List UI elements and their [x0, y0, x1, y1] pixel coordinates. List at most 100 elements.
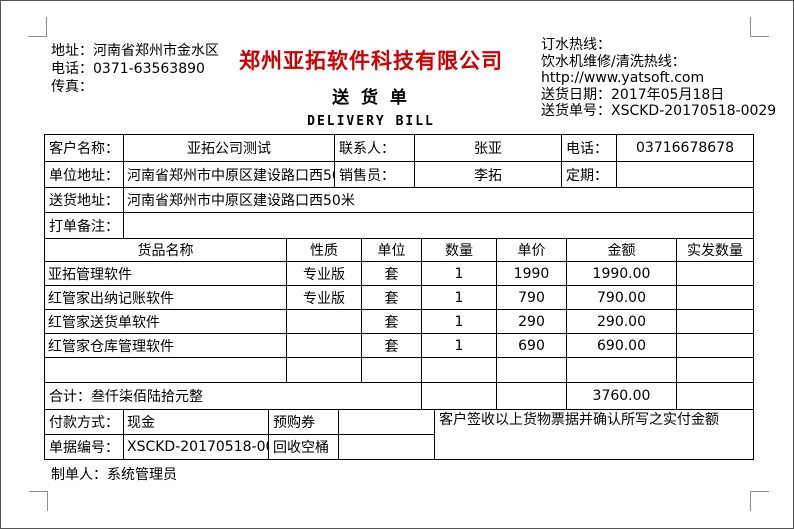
customer-sign-note: 客户签收以上货物票据并确认所写之实付金额	[434, 409, 754, 460]
bill-maker-label: 制单人：	[51, 467, 107, 483]
product-unit: 套	[361, 333, 422, 358]
delivery-addr-label: 送货地址：	[44, 187, 124, 213]
supplier-fax-line: 传真：	[51, 78, 219, 96]
product-actual	[676, 309, 754, 334]
product-spec	[286, 357, 362, 383]
product-spec	[286, 309, 362, 334]
schedule-label: 定期：	[561, 161, 617, 188]
product-amount: 690.00	[566, 333, 677, 358]
product-name: 亚拓管理软件	[44, 261, 287, 286]
table-row: 红管家出纳记账软件 专业版 套 1 790 790.00	[44, 285, 754, 310]
company-addr-value: 河南省郑州市中原区建设路口西50米	[123, 161, 335, 188]
coupon-value	[338, 409, 435, 435]
table-row-empty	[44, 357, 754, 383]
product-price: 690	[496, 333, 567, 358]
bill-tables: 客户名称： 亚拓公司测试 联系人： 张亚 电话： 03716678678 单位地…	[44, 134, 754, 460]
table-row: 红管家送货单软件 套 1 290 290.00	[44, 309, 754, 334]
payment-method-label: 付款方式：	[44, 409, 124, 435]
delivery-addr-value: 河南省郑州市中原区建设路口西50米	[123, 187, 754, 213]
product-qty: 1	[421, 261, 497, 286]
bucket-return-label: 回收空桶	[268, 434, 339, 460]
total-amount: 3760.00	[566, 382, 677, 410]
supplier-phone-value: 0371-63563890	[93, 61, 205, 77]
col-header-spec: 性质	[286, 238, 362, 262]
coupon-label: 预购券	[268, 409, 339, 435]
delivery-date-value: 2017年05月18日	[611, 86, 725, 103]
repair-hotline-label: 饮水机维修/清洗热线：	[541, 53, 686, 70]
supplier-address-line: 地址：河南省郑州市金水区	[51, 42, 219, 60]
product-actual	[676, 285, 754, 310]
product-qty: 1	[421, 309, 497, 334]
table-row: 送货地址： 河南省郑州市中原区建设路口西50米	[44, 187, 754, 213]
supplier-fax-label: 传真：	[51, 79, 93, 95]
header-right-block: 订水热线： 饮水机维修/清洗热线： http://www.yatsoft.com…	[541, 37, 776, 120]
product-spec	[286, 333, 362, 358]
products-header-row: 货品名称 性质 单位 数量 单价 金额 实发数量	[44, 238, 754, 262]
product-amount: 1990.00	[566, 261, 677, 286]
product-amount: 790.00	[566, 285, 677, 310]
document-title: 送 货 单	[332, 88, 410, 108]
col-header-amount: 金额	[566, 238, 677, 262]
order-hotline-label: 订水热线：	[541, 37, 611, 53]
total-label: 合计：叁仟柒佰陆拾元整	[44, 382, 422, 410]
contact-value: 张亚	[414, 134, 562, 162]
product-amount: 290.00	[566, 309, 677, 334]
bucket-return-value	[338, 434, 435, 460]
product-price: 790	[496, 285, 567, 310]
customer-name-value: 亚拓公司测试	[123, 134, 335, 162]
customer-info-table: 客户名称： 亚拓公司测试 联系人： 张亚 电话： 03716678678 单位地…	[44, 134, 754, 239]
payment-method-value: 现金	[123, 409, 269, 435]
bill-no-label: 送货单号：	[541, 103, 611, 119]
product-name: 红管家送货单软件	[44, 309, 287, 334]
col-header-actual-qty: 实发数量	[676, 238, 754, 262]
repair-hotline-line: 饮水机维修/清洗热线：	[541, 54, 776, 71]
product-price: 290	[496, 309, 567, 334]
contact-label: 联系人：	[334, 134, 415, 162]
company-addr-label: 单位地址：	[44, 161, 124, 188]
product-price	[496, 357, 567, 383]
document-subtitle: DELIVERY BILL	[307, 114, 435, 129]
crop-mark-top-right	[750, 17, 769, 37]
doc-no-label: 单据编号：	[44, 434, 124, 460]
col-header-unit-price: 单价	[496, 238, 567, 262]
col-header-product-name: 货品名称	[44, 238, 287, 262]
product-unit: 套	[361, 285, 422, 310]
header-center-block: 郑州亚拓软件科技有限公司 送 货 单 DELIVERY BILL	[131, 45, 611, 129]
print-note-value	[123, 212, 754, 239]
products-table: 货品名称 性质 单位 数量 单价 金额 实发数量 亚拓管理软件 专业版 套 1 …	[44, 238, 754, 410]
website-text: http://www.yatsoft.com	[541, 70, 705, 86]
product-actual	[676, 333, 754, 358]
bill-no-value: XSCKD-20170518-0029	[611, 103, 777, 119]
product-unit: 套	[361, 261, 422, 286]
table-row: 打单备注：	[44, 212, 754, 239]
product-actual	[676, 357, 754, 383]
bill-maker-value: 系统管理员	[107, 467, 177, 483]
footer-table: 付款方式： 现金 预购券 客户签收以上货物票据并确认所写之实付金额 单据编号： …	[44, 409, 754, 460]
salesman-value: 李拓	[414, 161, 562, 188]
supplier-phone-label: 电话：	[51, 61, 93, 77]
col-header-unit: 单位	[361, 238, 422, 262]
schedule-value	[616, 161, 754, 188]
product-name: 红管家出纳记账软件	[44, 285, 287, 310]
doc-no-value: XSCKD-20170518-0029	[123, 434, 269, 460]
order-hotline-line: 订水热线：	[541, 37, 776, 54]
print-note-label: 打单备注：	[44, 212, 124, 239]
product-unit	[361, 357, 422, 383]
product-qty: 1	[421, 285, 497, 310]
crop-mark-bottom-right	[750, 491, 769, 511]
company-name: 郑州亚拓软件科技有限公司	[239, 49, 503, 73]
table-row: 付款方式： 现金 预购券 客户签收以上货物票据并确认所写之实付金额	[44, 409, 754, 460]
col-header-quantity: 数量	[421, 238, 497, 262]
product-actual	[676, 261, 754, 286]
total-row: 合计：叁仟柒佰陆拾元整 3760.00	[44, 382, 754, 410]
supplier-phone-line: 电话：0371-63563890	[51, 60, 219, 78]
product-qty: 1	[421, 333, 497, 358]
product-name: 红管家仓库管理软件	[44, 333, 287, 358]
product-price: 1990	[496, 261, 567, 286]
table-row: 红管家仓库管理软件 套 1 690 690.00	[44, 333, 754, 358]
table-row: 单据编号： XSCKD-20170518-0029 回收空桶	[44, 434, 754, 460]
bill-maker-line: 制单人：系统管理员	[51, 464, 177, 484]
customer-name-label: 客户名称：	[44, 134, 124, 162]
delivery-date-label: 送货日期：	[541, 86, 611, 103]
